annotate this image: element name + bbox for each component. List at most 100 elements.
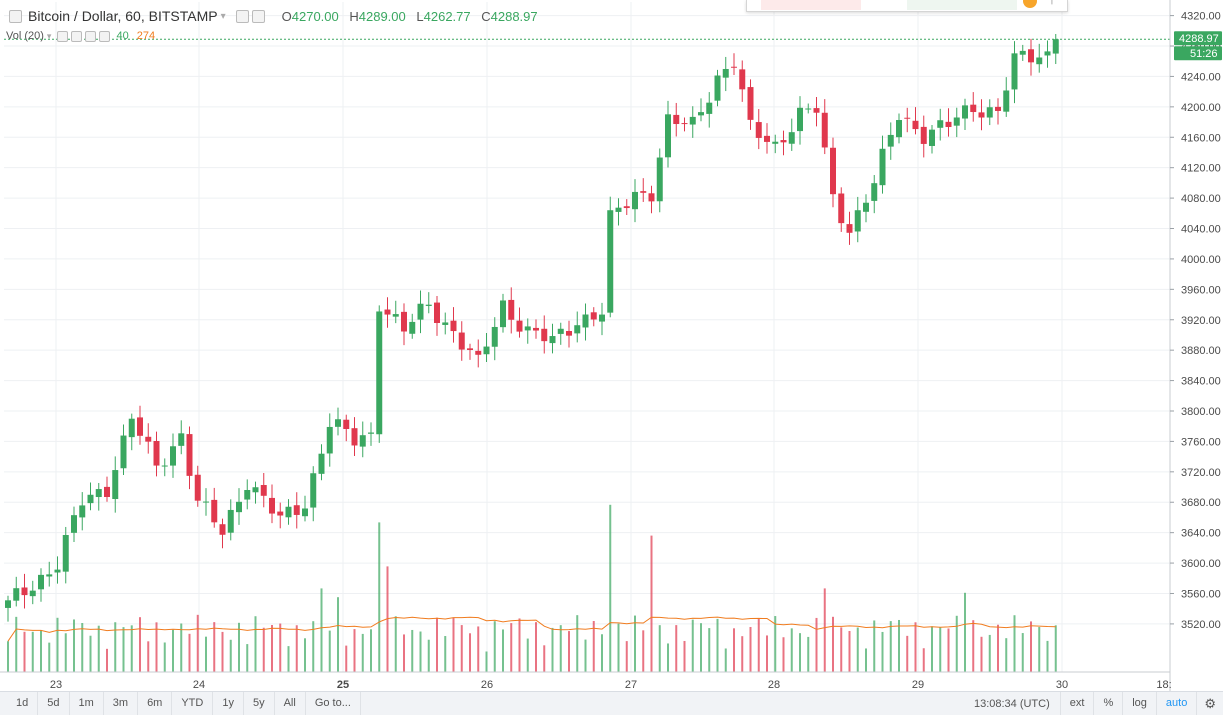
volume-bar — [229, 639, 232, 672]
timeframe-ytd[interactable]: YTD — [172, 692, 214, 715]
popup-scroll-icon[interactable]: │ — [1049, 0, 1056, 4]
settings-icon[interactable] — [71, 30, 83, 42]
volume-bar — [485, 651, 488, 672]
timeframe-all[interactable]: All — [275, 692, 306, 715]
candle-body — [1052, 39, 1059, 54]
volume-label[interactable]: Vol (20) — [6, 30, 44, 42]
candle-body — [813, 108, 820, 113]
candle-body — [656, 157, 663, 202]
candle-body — [541, 328, 548, 342]
volume-bar — [683, 640, 686, 672]
volume-bar — [114, 622, 117, 672]
volume-bar — [122, 627, 125, 672]
volume-bar — [73, 619, 75, 672]
volume-bar — [1038, 627, 1041, 672]
candle-body — [920, 126, 927, 144]
candle-body — [128, 418, 135, 438]
y-tick-label: 4200.00 — [1181, 102, 1221, 114]
y-tick-label: 4320.00 — [1181, 11, 1221, 23]
source-icon[interactable] — [85, 30, 97, 42]
open-key: O — [281, 8, 292, 24]
volume-bar — [172, 629, 174, 672]
close-icon[interactable] — [99, 30, 111, 42]
volume-bar — [724, 648, 727, 672]
eye-icon[interactable] — [57, 30, 69, 42]
volume-bar — [634, 615, 636, 672]
candle-body — [54, 569, 61, 573]
goto-date-button[interactable]: Go to... — [306, 692, 361, 715]
symbol-search-popup[interactable]: │ — [746, 0, 1068, 12]
popup-field-left[interactable] — [761, 0, 861, 10]
candle-body — [227, 509, 234, 533]
volume-bar — [741, 636, 744, 672]
volume-bar — [444, 636, 447, 672]
low-value: 4262.77 — [423, 8, 471, 24]
open-value: 4270.00 — [291, 8, 339, 24]
volume-bar — [320, 588, 323, 672]
utc-clock[interactable]: 13:08:34 (UTC) — [973, 697, 1050, 710]
candle-body — [689, 116, 696, 125]
timeframe-1y[interactable]: 1y — [213, 692, 244, 715]
popup-field-right[interactable] — [907, 0, 1017, 10]
volume-bar — [386, 566, 389, 672]
candle-body — [805, 108, 812, 110]
candle-body — [38, 574, 44, 590]
eye-icon[interactable] — [235, 9, 249, 23]
last-price-label: 4288.97 — [1179, 33, 1219, 45]
status-dot-icon — [1023, 0, 1037, 8]
candle-body — [970, 104, 977, 113]
x-tick-label: 18: — [1156, 679, 1171, 691]
timeframe-1d[interactable]: 1d — [0, 692, 39, 715]
volume-bar — [40, 630, 42, 672]
low-key: L — [416, 8, 424, 24]
volume-bar — [246, 644, 249, 672]
candle-body — [79, 505, 86, 518]
volume-bar — [799, 633, 801, 672]
log-toggle[interactable]: log — [1122, 692, 1156, 715]
timeframe-6m[interactable]: 6m — [138, 692, 173, 715]
timeframe-3m[interactable]: 3m — [104, 692, 139, 715]
candle-body — [557, 328, 564, 334]
volume-bar — [64, 633, 67, 672]
volume-ma-line — [7, 616, 1056, 642]
candle-body — [87, 494, 94, 504]
candle-body — [475, 350, 482, 355]
symbol-title[interactable]: Bitcoin / Dollar, 60, BITSTAMP — [28, 8, 218, 24]
candle-body — [368, 432, 374, 434]
candle-body — [788, 132, 795, 144]
volume-bar — [708, 628, 711, 672]
volume-bar — [782, 637, 785, 672]
percent-toggle[interactable]: % — [1093, 692, 1122, 715]
candle-body — [632, 191, 638, 210]
timeframe-1m[interactable]: 1m — [70, 692, 104, 715]
auto-toggle[interactable]: auto — [1155, 692, 1196, 715]
volume-bar — [856, 627, 859, 672]
collapse-icon[interactable] — [9, 9, 22, 23]
ext-toggle[interactable]: ext — [1059, 692, 1094, 715]
chevron-down-icon[interactable]: ▾ — [220, 10, 226, 22]
candle-body — [170, 446, 176, 466]
y-tick-label: 3640.00 — [1181, 528, 1221, 540]
volume-bar — [394, 616, 397, 672]
volume-bar — [526, 638, 529, 672]
bar-countdown-label: 51:26 — [1190, 48, 1218, 60]
settings-icon[interactable] — [251, 9, 265, 23]
volume-bar — [436, 617, 438, 672]
timeframe-5d[interactable]: 5d — [38, 692, 70, 715]
candle-body — [161, 465, 168, 467]
volume-bar — [757, 618, 760, 672]
gear-icon[interactable]: ⚙ — [1196, 692, 1223, 715]
candle-body — [962, 105, 968, 119]
volume-bar — [180, 623, 183, 672]
price-chart[interactable]: 4320.004280.004240.004200.004160.004120.… — [0, 0, 1223, 691]
candle-body — [401, 311, 407, 332]
y-tick-label: 3720.00 — [1181, 467, 1221, 479]
volume-bar — [865, 648, 867, 672]
y-tick-label: 4000.00 — [1181, 254, 1221, 266]
chevron-down-icon[interactable]: ▾ — [46, 30, 52, 41]
volume-bar — [642, 630, 645, 672]
candle-body — [739, 69, 746, 90]
timeframe-5y[interactable]: 5y — [244, 692, 275, 715]
candle-body — [871, 183, 878, 201]
candle-body — [326, 426, 333, 454]
